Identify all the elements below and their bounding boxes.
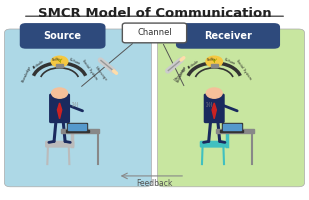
Circle shape [206, 88, 222, 98]
Text: Skills: Skills [52, 58, 61, 62]
Text: Social System: Social System [81, 59, 98, 81]
Circle shape [52, 88, 68, 98]
Text: Attitude: Attitude [187, 59, 200, 70]
FancyBboxPatch shape [201, 141, 228, 147]
Text: Message: Message [94, 65, 108, 82]
Text: Knowledge: Knowledge [176, 64, 187, 83]
Circle shape [51, 56, 68, 67]
FancyBboxPatch shape [122, 23, 187, 43]
FancyBboxPatch shape [4, 29, 151, 187]
Text: Source: Source [44, 31, 82, 41]
Bar [61, 129, 99, 133]
Bar [66, 130, 89, 132]
FancyBboxPatch shape [20, 23, 105, 49]
FancyBboxPatch shape [158, 29, 305, 187]
Text: Skills: Skills [206, 58, 216, 62]
FancyBboxPatch shape [50, 94, 69, 122]
Text: Message: Message [173, 65, 188, 82]
Text: Receiver: Receiver [204, 31, 252, 41]
Text: )))): )))) [71, 102, 78, 107]
FancyBboxPatch shape [205, 94, 224, 122]
Bar [220, 130, 243, 132]
Bar [216, 129, 254, 133]
Bar [223, 124, 240, 130]
Text: )))): )))) [206, 102, 214, 107]
Bar [56, 64, 63, 67]
Polygon shape [222, 123, 242, 131]
Polygon shape [57, 103, 62, 119]
Polygon shape [67, 123, 87, 131]
Text: Knowledge: Knowledge [21, 64, 32, 83]
Text: Channel: Channel [137, 28, 172, 37]
Bar [211, 64, 218, 67]
Text: Feedback: Feedback [136, 179, 173, 188]
FancyBboxPatch shape [176, 23, 280, 49]
Polygon shape [212, 103, 216, 119]
FancyBboxPatch shape [46, 141, 74, 147]
Text: Culture: Culture [69, 58, 81, 67]
Circle shape [206, 56, 222, 67]
Bar [68, 124, 86, 130]
Text: Attitude: Attitude [32, 59, 45, 70]
Text: SMCR Model of Communication: SMCR Model of Communication [38, 7, 271, 20]
Text: Culture: Culture [223, 58, 236, 67]
Text: Social System: Social System [235, 59, 252, 81]
